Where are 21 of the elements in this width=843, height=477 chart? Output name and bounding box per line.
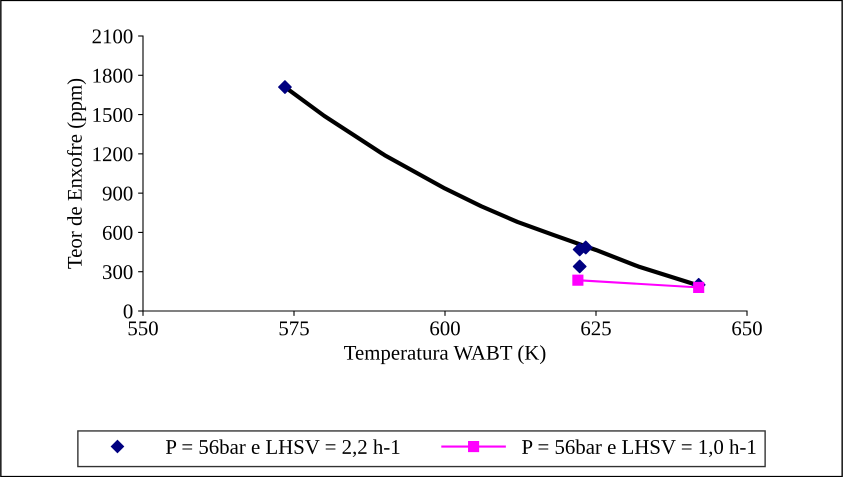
legend-label: P = 56bar e LHSV = 1,0 h-1 <box>522 439 756 458</box>
x-tick-label: 650 <box>732 321 762 336</box>
legend-label: P = 56bar e LHSV = 2,2 h-1 <box>166 439 400 458</box>
x-tick-label: 550 <box>128 321 158 336</box>
x-axis-title: Temperatura WABT (K) <box>344 345 546 364</box>
point <box>572 260 587 274</box>
y-tick-label: 2100 <box>92 29 132 44</box>
y-tick-label: 0 <box>124 304 132 318</box>
y-axis-title: Teor de Enxofre (ppm) <box>66 78 86 269</box>
y-tick-label: 900 <box>102 186 132 201</box>
y-tick-label: 1200 <box>93 147 132 162</box>
y-tick-label: 1500 <box>93 108 132 122</box>
point <box>278 80 292 94</box>
x-tick-label: 575 <box>280 322 309 336</box>
x-tick-label: 625 <box>581 321 611 336</box>
y-tick-label: 1800 <box>93 68 132 83</box>
x-tick-label: 600 <box>430 321 460 336</box>
y-tick-label: 300 <box>103 265 132 280</box>
point <box>693 282 704 293</box>
point <box>572 274 584 286</box>
y-tick-label: 600 <box>102 226 132 240</box>
